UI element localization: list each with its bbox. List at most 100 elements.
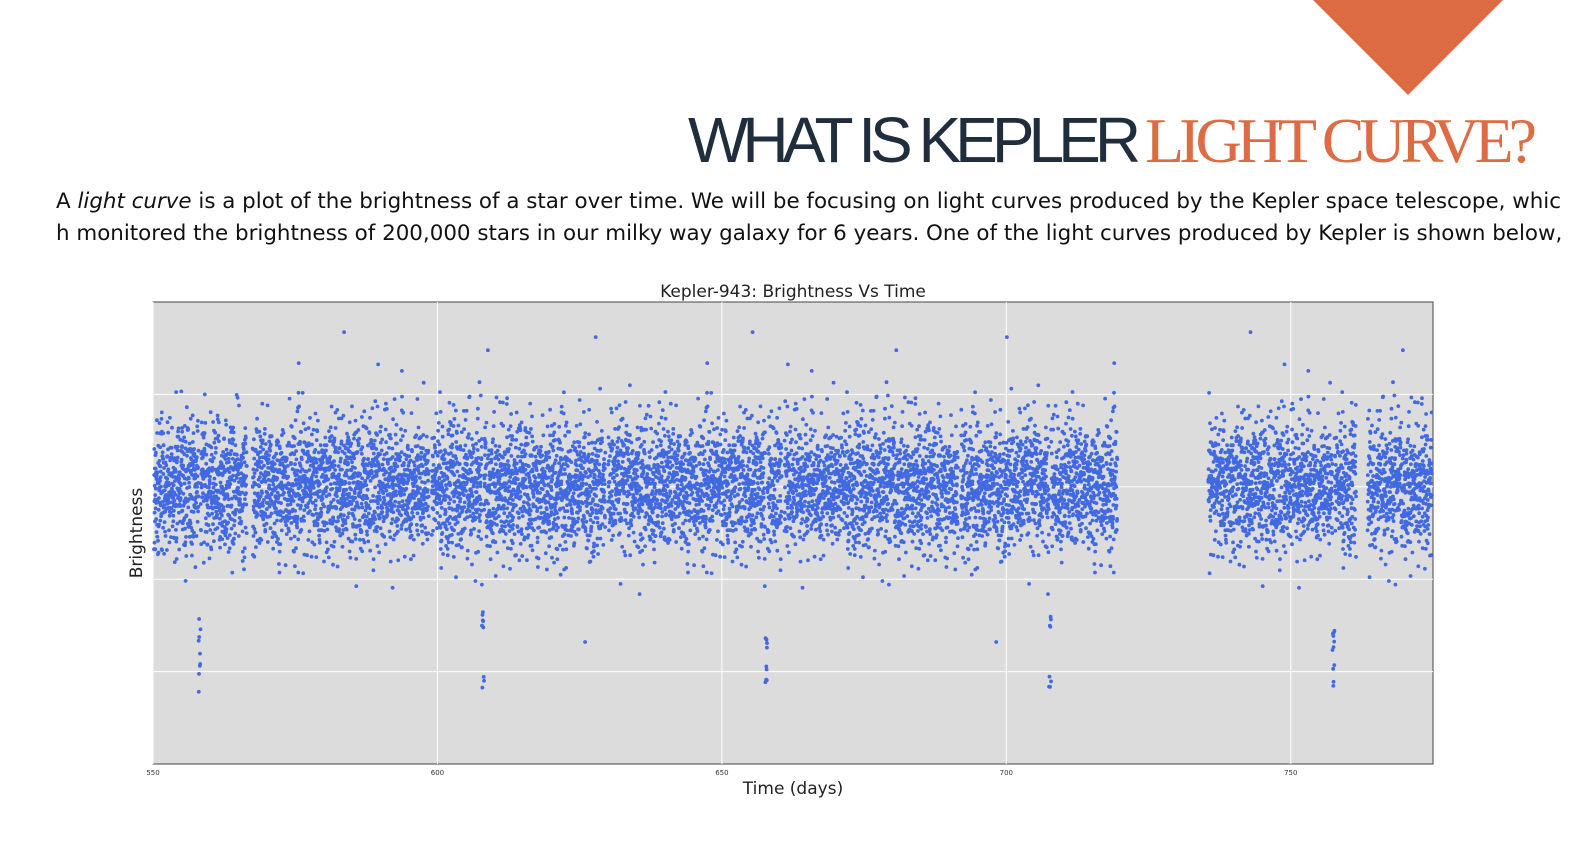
- data-point: [681, 521, 685, 526]
- data-point: [236, 485, 241, 490]
- data-point: [387, 446, 391, 450]
- data-point: [404, 457, 409, 461]
- data-point: [679, 535, 683, 539]
- data-point: [602, 457, 606, 462]
- data-point: [454, 456, 458, 461]
- data-point: [447, 427, 452, 432]
- data-point: [305, 505, 310, 509]
- data-point: [318, 443, 323, 448]
- data-point: [297, 404, 301, 409]
- data-point: [183, 526, 187, 531]
- data-point: [287, 529, 291, 533]
- data-point: [292, 534, 297, 539]
- data-point: [420, 541, 425, 546]
- data-point: [595, 516, 600, 520]
- data-point: [455, 520, 460, 525]
- data-point: [232, 518, 237, 523]
- data-point: [726, 489, 731, 493]
- data-point: [314, 555, 319, 559]
- data-point: [628, 553, 633, 558]
- data-point: [595, 420, 599, 424]
- data-point: [485, 456, 490, 461]
- data-point: [602, 500, 607, 504]
- data-point: [729, 460, 734, 465]
- data-point: [375, 525, 380, 529]
- data-point: [262, 498, 266, 502]
- data-point: [400, 369, 404, 373]
- data-point: [406, 506, 410, 510]
- data-point: [387, 529, 392, 534]
- data-point: [337, 529, 342, 534]
- data-point: [613, 507, 618, 512]
- data-point: [331, 515, 336, 520]
- data-point: [552, 560, 556, 565]
- data-point: [507, 484, 512, 489]
- data-point: [319, 506, 323, 511]
- data-point: [277, 549, 282, 554]
- data-point: [717, 491, 721, 496]
- data-point: [499, 494, 503, 498]
- data-point: [641, 562, 645, 567]
- data-point: [269, 434, 274, 439]
- data-point: [715, 538, 719, 542]
- data-point: [196, 504, 201, 509]
- data-point: [469, 531, 473, 536]
- data-point: [723, 429, 728, 434]
- data-point: [465, 480, 469, 485]
- data-point: [610, 489, 614, 494]
- data-point: [174, 539, 179, 544]
- data-point: [495, 448, 500, 453]
- data-point: [255, 538, 260, 543]
- data-point: [556, 516, 560, 520]
- data-point: [337, 446, 342, 450]
- data-point: [475, 416, 480, 421]
- data-point: [313, 507, 317, 512]
- data-point: [571, 491, 576, 496]
- data-point: [322, 559, 326, 564]
- data-point: [224, 527, 229, 532]
- data-point: [656, 520, 661, 524]
- data-point: [315, 429, 320, 434]
- data-point: [198, 662, 203, 666]
- data-point: [195, 474, 200, 479]
- data-point: [177, 547, 182, 552]
- data-point: [619, 465, 624, 469]
- data-point: [458, 444, 463, 449]
- data-point: [201, 435, 206, 440]
- data-point: [640, 458, 645, 463]
- data-point: [295, 525, 299, 530]
- data-point: [659, 439, 663, 444]
- data-point: [256, 491, 260, 496]
- data-point: [540, 487, 545, 492]
- data-point: [625, 521, 629, 526]
- data-point: [522, 448, 526, 453]
- data-point: [408, 529, 413, 534]
- data-point: [496, 457, 501, 462]
- data-point: [569, 460, 574, 464]
- data-point: [602, 478, 607, 483]
- data-point: [465, 548, 470, 553]
- data-point: [300, 391, 305, 395]
- data-point: [527, 431, 532, 435]
- data-point: [444, 527, 449, 532]
- data-point: [668, 460, 672, 464]
- data-point: [440, 424, 445, 429]
- data-point: [373, 485, 377, 490]
- data-point: [352, 491, 357, 495]
- data-point: [548, 407, 552, 412]
- data-point: [183, 579, 188, 583]
- data-point: [264, 507, 269, 511]
- data-point: [672, 442, 676, 446]
- data-point: [573, 498, 577, 503]
- data-point: [423, 480, 427, 485]
- data-point: [196, 509, 201, 514]
- data-point: [607, 520, 612, 525]
- data-point: [223, 533, 228, 538]
- intro-emphasis: light curve: [77, 189, 192, 214]
- data-point: [279, 501, 283, 505]
- data-point: [578, 422, 583, 427]
- data-point: [600, 436, 604, 441]
- data-point: [642, 439, 647, 444]
- data-point: [159, 503, 163, 508]
- data-point: [402, 554, 407, 559]
